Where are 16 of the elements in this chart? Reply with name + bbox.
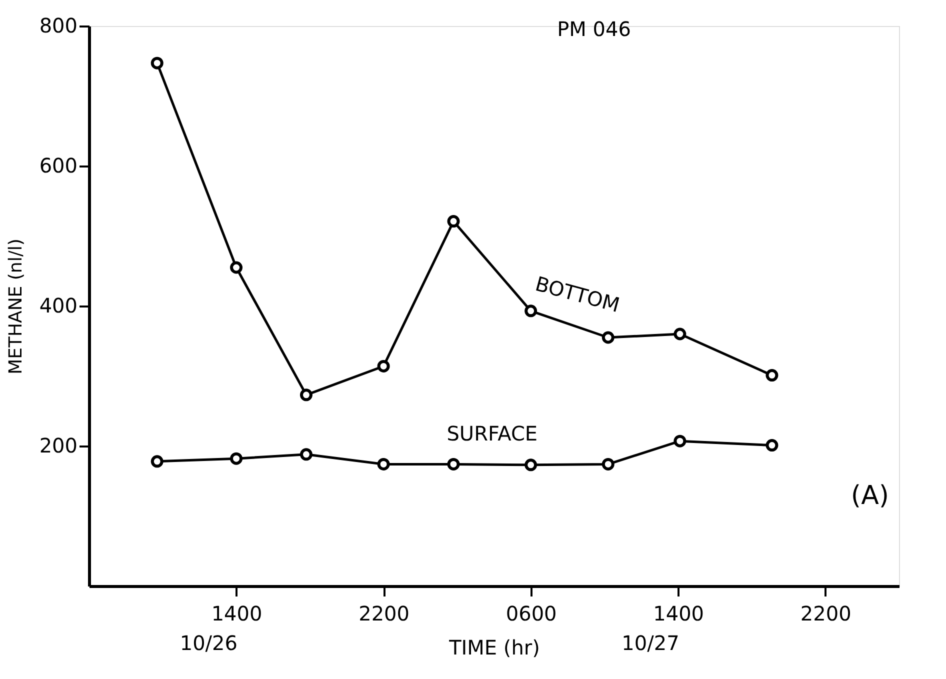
y-axis-title: METHANE (nl/l) [5,238,26,374]
x-tick-label: 2200 [358,602,410,626]
y-tick-label: 200 [39,434,78,458]
x-axis-title: TIME (hr) [448,636,540,660]
text: 10/27 [622,631,680,655]
x-tick-label: 0600 [506,602,557,626]
x-tick-label: 2200 [800,602,852,626]
series-label: SURFACE [446,422,538,446]
y-tick-label: 400 [39,294,78,318]
annotation: (A) [850,481,889,511]
y-tick-label: 600 [39,154,78,178]
x-tick-label: 1400 [653,602,704,626]
x-tick-label: 1400 [211,602,262,626]
chart-title: PM 046 [557,17,631,41]
text: 10/26 [180,631,238,655]
y-tick-label: 800 [39,14,78,38]
